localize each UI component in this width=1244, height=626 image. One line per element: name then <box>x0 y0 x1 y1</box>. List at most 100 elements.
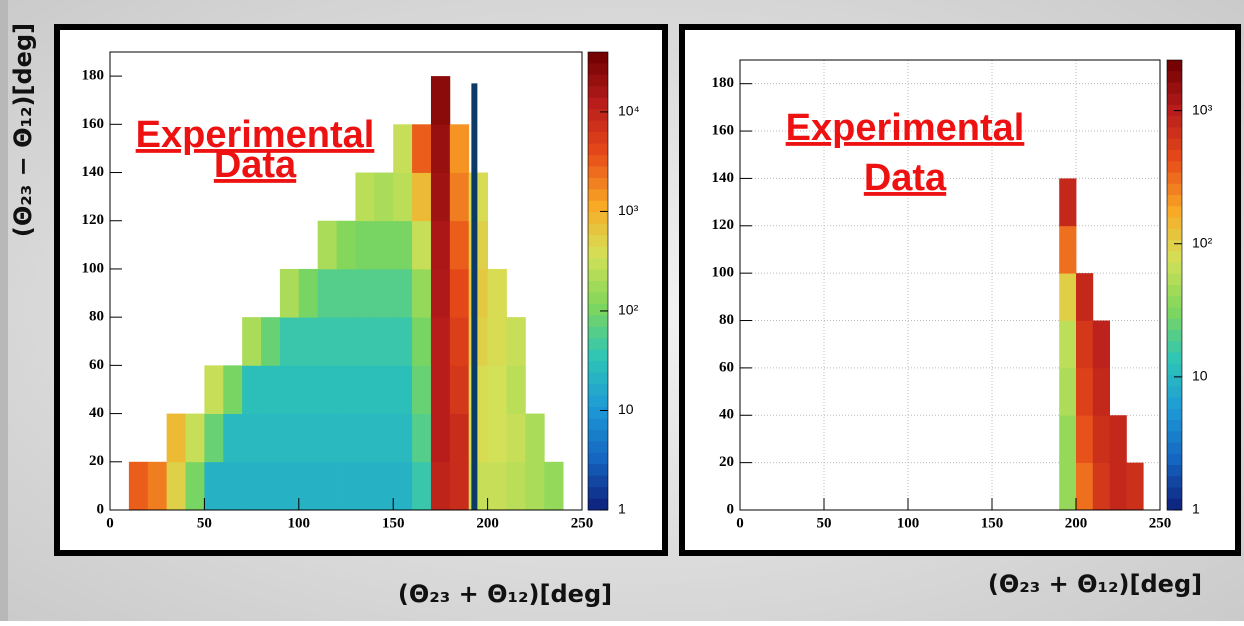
y-tick-label: 80 <box>719 312 734 328</box>
heatmap-cell <box>430 317 451 366</box>
heatmap-cell <box>506 365 526 414</box>
heatmap-cell <box>412 172 432 222</box>
colorbar-segment <box>588 487 608 500</box>
heatmap-cell <box>374 461 394 511</box>
heatmap-cell <box>487 365 507 414</box>
colorbar-segment <box>588 395 608 408</box>
heatmap-cell <box>204 461 224 511</box>
heatmap-cell <box>412 461 432 511</box>
colorbar-segment <box>1167 363 1182 376</box>
colorbar-segment <box>1167 127 1182 140</box>
colorbar-segment <box>588 303 608 316</box>
x-tick-label: 100 <box>288 515 311 531</box>
colorbar-segment <box>588 292 608 305</box>
colorbar-segment <box>1167 93 1182 106</box>
colorbar-segment <box>1167 386 1182 398</box>
heatmap-cell <box>412 124 432 173</box>
heatmap-cell <box>298 268 319 318</box>
y-tick-label: 0 <box>727 501 735 517</box>
y-tick-label: 140 <box>82 164 105 180</box>
heatmap-cell <box>317 268 337 318</box>
colorbar-segment <box>588 132 608 145</box>
y-tick-label: 160 <box>712 122 735 138</box>
colorbar-segment <box>588 475 608 488</box>
heatmap-cell <box>355 268 375 318</box>
heatmap-cell <box>1059 178 1077 227</box>
heatmap-cell <box>393 413 413 463</box>
heatmap-cell <box>336 461 356 511</box>
heatmap-cell <box>449 461 470 511</box>
colorbar-segment <box>588 269 608 282</box>
y-tick-label: 120 <box>712 217 735 233</box>
heatmap-cell <box>393 317 413 366</box>
heatmap-cell <box>317 365 337 414</box>
y-tick-label: 80 <box>89 309 104 325</box>
heatmap-cell <box>185 413 205 463</box>
colorbar-segment <box>588 120 608 133</box>
colorbar-segment <box>588 200 608 213</box>
colorbar-segment <box>588 372 608 385</box>
heatmap-cell <box>374 317 394 366</box>
y-axis-label: (Θ₂₃ − Θ₁₂)[deg] <box>9 23 37 237</box>
colorbar-segment <box>588 361 608 374</box>
heatmap-cell <box>1059 462 1077 511</box>
y-tick-label: 60 <box>719 359 734 375</box>
colorbar-segment <box>1167 453 1182 466</box>
heatmap-cell <box>449 317 470 366</box>
heatmap-cell <box>412 413 432 463</box>
heatmap-cell <box>336 317 356 366</box>
heatmap-cell <box>298 461 319 511</box>
colorbar-segment <box>588 464 608 477</box>
colorbar-segment <box>588 166 608 179</box>
heatmap-cell <box>223 365 243 414</box>
heatmap-cell <box>430 76 451 125</box>
colorbar-segment <box>588 74 608 87</box>
heatmap-cell <box>166 461 186 511</box>
colorbar-tick-label: 10⁴ <box>618 103 640 119</box>
heatmap-cell <box>317 220 337 270</box>
heatmap-cell <box>487 413 507 463</box>
annotation: Data <box>214 144 297 186</box>
x-tick-label: 0 <box>106 515 114 531</box>
heatmap-cell <box>317 317 337 366</box>
heatmap-cell <box>279 268 300 318</box>
heatmap-cell <box>430 220 451 270</box>
heatmap-cell <box>393 365 413 414</box>
colorbar-segment <box>588 177 608 190</box>
heatmap-cell <box>204 413 224 463</box>
heatmap-cell <box>261 461 281 511</box>
y-tick-label: 20 <box>89 453 104 469</box>
colorbar-segment <box>1167 228 1182 241</box>
colorbar-segment <box>588 315 608 328</box>
heatmap-cell <box>1076 320 1094 369</box>
heatmap-cell <box>1059 367 1077 416</box>
heatmap-cell <box>1059 320 1077 369</box>
colorbar-segment <box>1167 71 1182 83</box>
heatmap-cell <box>298 413 319 463</box>
y-tick-label: 160 <box>82 116 105 132</box>
heatmap-cell <box>279 317 300 366</box>
heatmap-cell <box>223 413 243 463</box>
heatmap-cell <box>393 461 413 511</box>
heatmap-cell <box>242 317 262 366</box>
colorbar-tick-label: 10³ <box>1192 101 1213 117</box>
heatmap-cell <box>430 124 451 173</box>
heatmap-cell <box>430 365 451 414</box>
heatmap-cell <box>412 317 432 366</box>
heatmap-cell <box>374 268 394 318</box>
x-tick-label: 250 <box>1149 515 1172 531</box>
plot-frame <box>739 59 1161 511</box>
heatmap-cell <box>525 413 545 463</box>
heatmap-cell <box>1092 462 1110 511</box>
heatmap-cell <box>374 365 394 414</box>
y-tick-label: 120 <box>82 212 105 228</box>
colorbar-segment <box>1167 285 1182 297</box>
colorbar-segment <box>1167 487 1182 500</box>
colorbar-segment <box>1167 408 1182 421</box>
heatmap-cell <box>242 461 262 511</box>
colorbar-segment <box>588 223 608 236</box>
heatmap-cell <box>204 365 224 414</box>
colorbar-segment <box>1167 318 1182 331</box>
colorbar-segment <box>1167 330 1182 342</box>
colorbar-segment <box>588 429 608 442</box>
